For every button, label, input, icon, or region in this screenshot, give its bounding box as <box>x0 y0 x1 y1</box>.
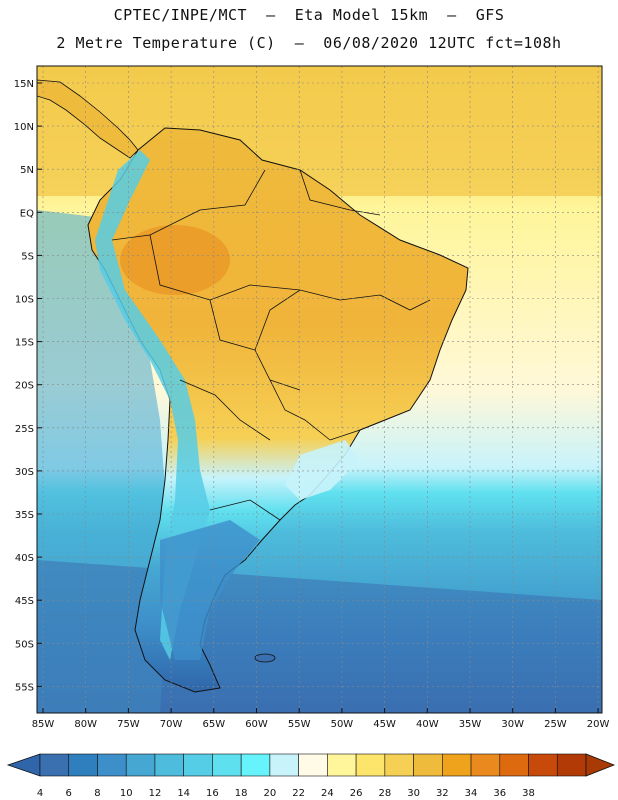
colorbar-tick-label: 8 <box>94 788 100 799</box>
lon-tick-label: 25W <box>544 719 567 730</box>
lon-tick-label: 55W <box>288 719 311 730</box>
lat-tick-label: 25S <box>15 424 34 435</box>
falkland-islands <box>254 653 276 663</box>
lon-tick-label: 35W <box>459 719 482 730</box>
colorbar-swatch <box>499 753 529 777</box>
graticule <box>37 66 602 713</box>
colorbar-tick-label: 12 <box>149 788 162 799</box>
lon-tick-label: 80W <box>74 719 97 730</box>
lon-tick-label: 70W <box>160 719 183 730</box>
map-frame <box>36 65 603 714</box>
colorbar-swatch <box>298 753 328 777</box>
colorbar-tick-label: 34 <box>465 788 478 799</box>
colorbar-swatch <box>442 753 472 777</box>
colorbar-swatch <box>39 753 70 777</box>
colorbar-swatch <box>384 753 414 777</box>
lat-tick-label: 10S <box>15 295 34 306</box>
map-title-line-1: CPTEC/INPE/MCT – Eta Model 15km – GFS <box>113 6 505 24</box>
lon-tick-label: 45W <box>373 719 396 730</box>
lon-tick-label: 20W <box>587 719 610 730</box>
map-title-line-2: 2 Metre Temperature (C) – 06/08/2020 12U… <box>56 34 562 52</box>
colorbar-swatch <box>528 753 558 777</box>
colorbar-high-arrow <box>585 753 616 777</box>
lat-tick-label: 10N <box>14 122 34 133</box>
colorbar-swatch <box>154 753 184 777</box>
colorbar-swatch <box>125 753 156 777</box>
colorbar-low-arrow <box>6 753 41 777</box>
andes-cool-ridge <box>95 150 210 660</box>
colorbar-tick-label: 18 <box>235 788 248 799</box>
colorbar-swatch <box>355 753 386 777</box>
country-borders <box>111 169 431 521</box>
longitude-labels: 85W 80W 75W 70W 65W 60W 55W 50W 45W 40W 35W 30W 25W 2… <box>32 708 610 730</box>
colorbar-tick-label: 6 <box>66 788 72 799</box>
lat-tick-label: 40S <box>15 553 34 564</box>
lat-tick-label: 20S <box>15 381 34 392</box>
colorbar: 4 6 8 10 12 14 16 18 20 22 24 26 28 30 32 34 36 38 <box>6 753 616 799</box>
colorbar-tick-label: 10 <box>120 788 133 799</box>
colorbar-tick-label: 20 <box>264 788 277 799</box>
lat-tick-label: 5S <box>21 251 34 262</box>
colorbar-tick-label: 30 <box>407 788 420 799</box>
southern-brazil-cool-patch <box>285 440 360 500</box>
colorbar-tick-label: 28 <box>378 788 391 799</box>
lat-tick-label: 30S <box>15 467 34 478</box>
lat-tick-label: 45S <box>15 596 34 607</box>
colorbar-tick-label: 16 <box>206 788 219 799</box>
lat-tick-label: 15N <box>14 79 34 90</box>
colorbar-tick-label: 22 <box>292 788 305 799</box>
colorbar-swatch <box>212 753 242 777</box>
colorbar-swatch <box>269 753 299 777</box>
lon-tick-label: 65W <box>202 719 225 730</box>
colorbar-swatch <box>470 753 501 777</box>
lat-tick-label: 50S <box>15 639 34 650</box>
colorbar-tick-label: 32 <box>436 788 449 799</box>
colorbar-tick-label: 4 <box>37 788 43 799</box>
colorbar-swatch <box>556 753 587 777</box>
colorbar-swatch <box>327 753 357 777</box>
colorbar-swatch <box>68 753 98 777</box>
colorbar-swatch <box>413 753 443 777</box>
latitude-labels: 15N 10N 5N EQ 5S 10S 15S 20S 25S 30S 35S 40S 45S 50S 5… <box>14 79 42 693</box>
lat-tick-label: 5N <box>20 165 34 176</box>
lon-tick-label: 50W <box>331 719 354 730</box>
colorbar-tick-label: 38 <box>522 788 535 799</box>
colorbar-swatch <box>97 753 127 777</box>
lon-tick-label: 85W <box>32 719 55 730</box>
colorbar-swatch <box>240 753 271 777</box>
lon-tick-label: 75W <box>117 719 140 730</box>
colorbar-tick-label: 36 <box>493 788 506 799</box>
colorbar-tick-label: 26 <box>350 788 363 799</box>
colorbar-tick-label: 14 <box>177 788 190 799</box>
lat-tick-label: EQ <box>20 208 34 219</box>
lat-tick-label: 55S <box>15 682 34 693</box>
map-field <box>37 66 602 713</box>
lat-tick-label: 15S <box>15 338 34 349</box>
lon-tick-label: 60W <box>245 719 268 730</box>
colorbar-swatch <box>183 753 213 777</box>
lon-tick-label: 30W <box>501 719 524 730</box>
amazon-hot-core <box>120 225 230 295</box>
patagonia-cold-region <box>160 520 260 660</box>
lon-tick-label: 40W <box>416 719 439 730</box>
colorbar-tick-label: 24 <box>321 788 334 799</box>
central-america-landmass <box>37 79 139 159</box>
lat-tick-label: 35S <box>15 510 34 521</box>
